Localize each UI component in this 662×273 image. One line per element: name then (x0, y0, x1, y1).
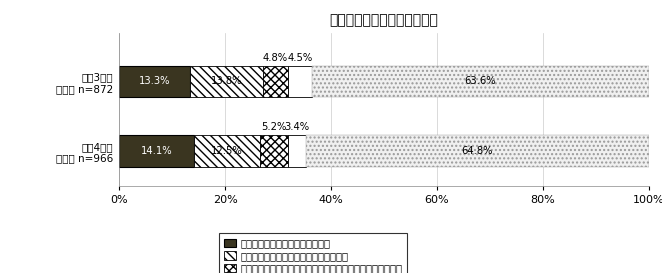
Text: 4.8%: 4.8% (263, 53, 288, 63)
Bar (119, 66, 189, 97)
Title: テレワークの実施・予定状況: テレワークの実施・予定状況 (330, 13, 438, 27)
Bar (306, 135, 649, 167)
Text: 3.4%: 3.4% (284, 123, 309, 132)
Text: 4.5%: 4.5% (287, 53, 312, 63)
Bar (263, 66, 288, 97)
Legend: 以前から制度があり実施している, コロナ禍を機に実施し，今後も継続する, コロナ禍で実施したが，臨時的なもので制度化の予定はない, 現時点では実施していないが，: 以前から制度があり実施している, コロナ禍を機に実施し，今後も継続する, コロナ… (220, 233, 408, 273)
Text: 12.5%: 12.5% (211, 146, 243, 156)
Text: 13.8%: 13.8% (211, 76, 242, 86)
Bar (288, 66, 312, 97)
Bar (312, 66, 649, 97)
Bar (189, 66, 263, 97)
Bar (260, 135, 287, 167)
Text: 13.3%: 13.3% (138, 76, 170, 86)
Text: 64.8%: 64.8% (461, 146, 493, 156)
Bar (287, 135, 306, 167)
Text: 14.1%: 14.1% (141, 146, 172, 156)
Text: 5.2%: 5.2% (261, 123, 287, 132)
Bar (119, 135, 194, 167)
Bar (194, 135, 260, 167)
Text: 63.6%: 63.6% (465, 76, 496, 86)
